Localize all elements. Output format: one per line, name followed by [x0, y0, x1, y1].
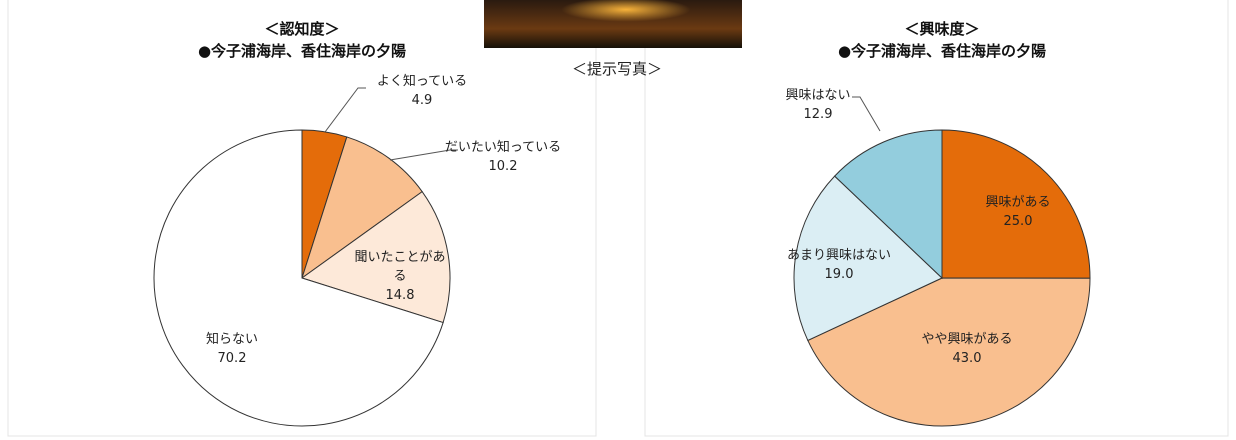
- leader-line: [324, 87, 366, 133]
- slice-value: 12.9: [803, 107, 833, 122]
- slice-value: 10.2: [488, 159, 518, 174]
- photo-glow: [484, 0, 742, 48]
- slice-value: 25.0: [1003, 214, 1033, 229]
- panel: [7, 0, 597, 437]
- slice-label: 聞いたことがある: [354, 250, 446, 284]
- slice-value: 14.8: [385, 288, 415, 303]
- pie-slice: [807, 277, 1091, 427]
- slice-value: 19.0: [824, 267, 854, 282]
- pie-slice: [300, 190, 451, 324]
- slice-label: 興味がある: [985, 195, 1051, 210]
- slice-label: だいたい知っている: [444, 140, 562, 155]
- leader-line: [852, 96, 881, 132]
- leader-line: [389, 149, 458, 161]
- slice-label: 知らない: [205, 332, 258, 347]
- chart-title: ＜興味度＞: [904, 20, 980, 38]
- pie-slice: [301, 136, 423, 280]
- slice-label: 興味はない: [785, 88, 851, 103]
- slice-label: あまり興味はない: [786, 248, 891, 263]
- pie-slice: [793, 175, 943, 342]
- pie-slice: [941, 129, 1091, 279]
- chart-subtitle: ●今子浦海岸、香住海岸の夕陽: [837, 42, 1047, 60]
- slice-label: やや興味がある: [921, 332, 1013, 347]
- slice-label: よく知っている: [376, 74, 468, 89]
- chart-subtitle: ●今子浦海岸、香住海岸の夕陽: [197, 42, 407, 60]
- pie-slice: [833, 129, 943, 280]
- photo-caption: ＜提示写真＞: [571, 60, 662, 78]
- chart-title: ＜認知度＞: [264, 20, 340, 38]
- pie-slice: [153, 129, 444, 427]
- slice-value: 70.2: [217, 351, 247, 366]
- slice-value: 43.0: [952, 351, 982, 366]
- panel: [644, 0, 1229, 437]
- slice-value: 4.9: [411, 93, 433, 108]
